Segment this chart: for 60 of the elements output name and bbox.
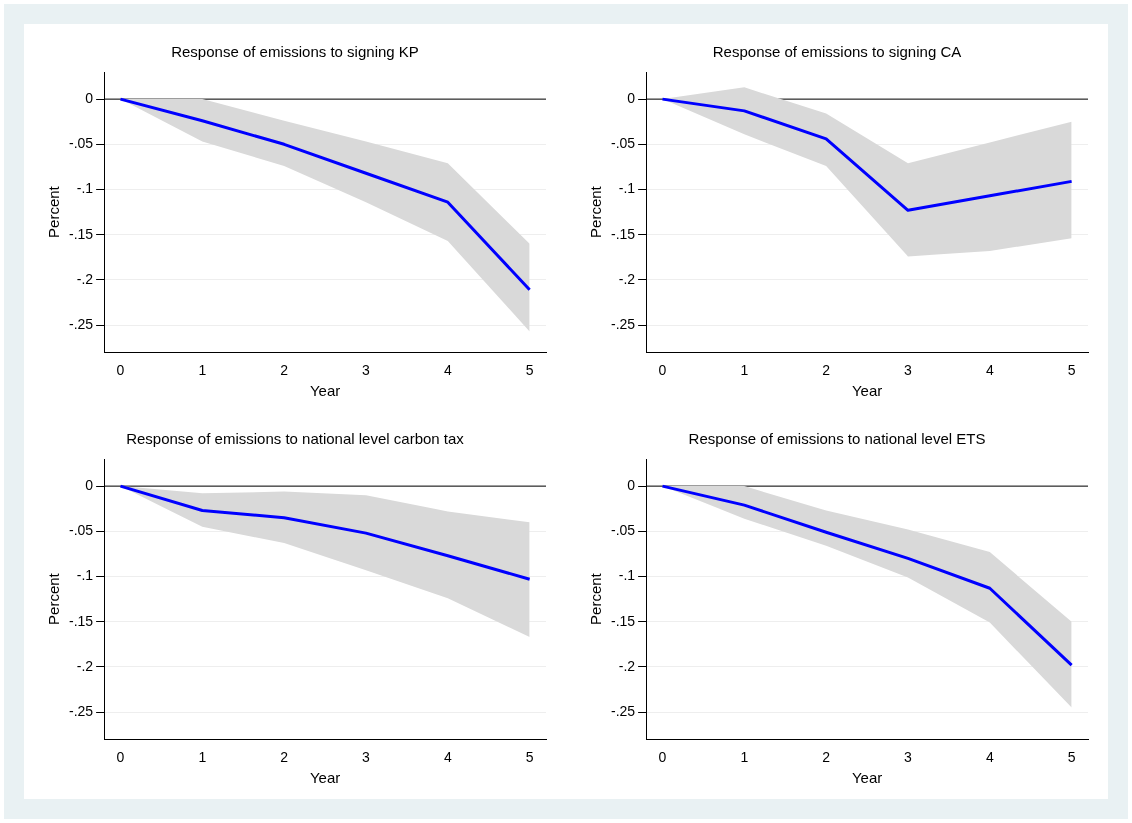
x-tick-label: 0 [116,362,125,379]
y-tick-label: -.15 [611,225,636,242]
y-tick-label: -.05 [611,135,636,152]
y-tick-label: -.05 [69,135,94,152]
y-tick-label: -.25 [69,702,94,719]
x-axis-title: Year [309,382,341,400]
x-tick-label: 5 [1067,749,1076,766]
x-axis-title: Year [309,769,341,787]
x-tick-label: 2 [822,362,831,379]
y-tick-label: -.25 [611,702,636,719]
y-tick-label: 0 [85,476,94,493]
x-tick-label: 3 [904,362,913,379]
chart-title: Response of emissions to national level carbon tax [126,430,465,448]
y-tick-label: -.05 [611,522,636,539]
y-tick-label: -.1 [76,180,94,197]
x-tick-label: 0 [658,749,667,766]
chart-title: Response of emissions to signing CA [712,43,962,61]
x-tick-label: 3 [904,749,913,766]
x-tick-label: 5 [525,749,534,766]
y-tick-label: 0 [627,89,636,106]
x-tick-label: 2 [280,749,289,766]
y-tick-label: -.2 [618,657,636,674]
y-tick-label: -.1 [76,567,94,584]
x-tick-label: 2 [822,749,831,766]
x-tick-label: 0 [658,362,667,379]
y-axis-title: Percent [587,185,605,238]
x-tick-label: 2 [280,362,289,379]
y-axis-title: Percent [45,572,63,625]
y-tick-label: -.05 [69,522,94,539]
x-axis-title: Year [851,769,883,787]
x-tick-label: 1 [740,749,749,766]
y-tick-label: -.1 [618,567,636,584]
y-tick-label: -.2 [618,270,636,287]
x-tick-label: 1 [740,362,749,379]
x-tick-label: 5 [525,362,534,379]
x-tick-label: 1 [198,749,207,766]
x-tick-label: 3 [362,749,371,766]
x-tick-label: 4 [985,749,994,766]
chart-title: Response of emissions to national level ETS [688,430,986,448]
x-tick-label: 4 [443,749,452,766]
x-tick-label: 4 [985,362,994,379]
x-tick-label: 1 [198,362,207,379]
x-tick-label: 5 [1067,362,1076,379]
x-tick-label: 4 [443,362,452,379]
y-tick-label: -.2 [76,270,94,287]
x-tick-label: 3 [362,362,371,379]
y-tick-label: -.25 [611,315,636,332]
x-tick-label: 0 [116,749,125,766]
y-axis-title: Percent [45,185,63,238]
y-tick-label: 0 [627,476,636,493]
y-tick-label: -.15 [69,612,94,629]
y-tick-label: -.25 [69,315,94,332]
y-tick-label: -.15 [611,612,636,629]
x-axis-title: Year [851,382,883,400]
y-tick-label: 0 [85,89,94,106]
chart-title: Response of emissions to signing KP [171,43,419,61]
y-tick-label: -.15 [69,225,94,242]
y-tick-label: -.2 [76,657,94,674]
y-axis-title: Percent [587,572,605,625]
y-tick-label: -.1 [618,180,636,197]
